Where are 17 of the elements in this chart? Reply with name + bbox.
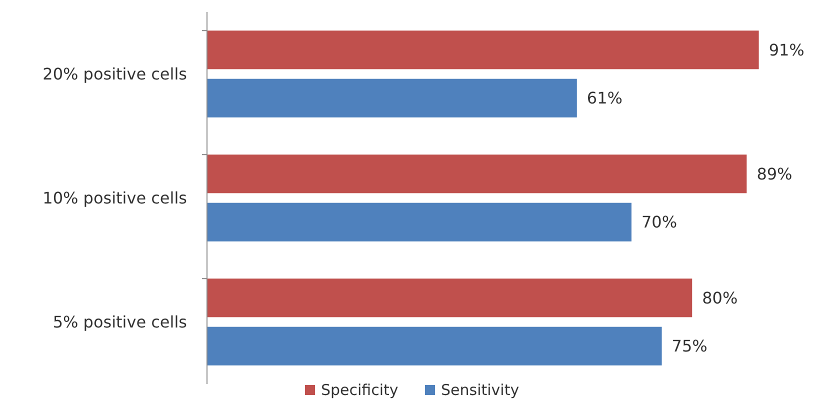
data-label: 70% <box>641 212 678 232</box>
legend-label: Sensitivity <box>441 381 520 399</box>
bar <box>207 326 662 366</box>
bar <box>207 78 577 118</box>
data-label: 75% <box>672 336 708 356</box>
bar <box>207 30 759 70</box>
bar <box>207 278 692 318</box>
legend-label: Specificity <box>321 381 398 399</box>
data-label: 91% <box>768 40 804 60</box>
y-tick-label: 5% positive cells <box>52 312 187 332</box>
bar <box>207 202 632 242</box>
data-label: 61% <box>586 88 622 108</box>
y-tick-label: 10% positive cells <box>42 188 187 208</box>
data-label: 89% <box>756 164 792 184</box>
bar <box>207 154 747 194</box>
y-tick-label: 20% positive cells <box>42 64 187 84</box>
data-label: 80% <box>702 288 738 308</box>
